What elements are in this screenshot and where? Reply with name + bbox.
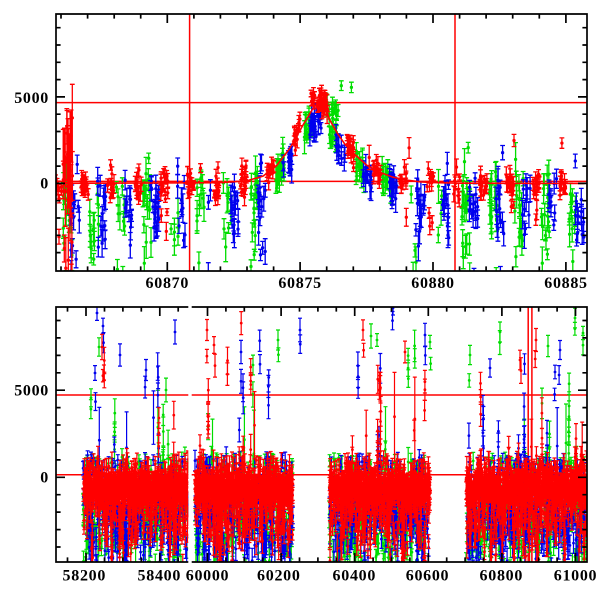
svg-text:60800: 60800 [480, 568, 524, 585]
svg-text:58200: 58200 [63, 568, 107, 585]
svg-text:5000: 5000 [14, 90, 49, 107]
svg-text:60600: 60600 [406, 568, 450, 585]
svg-text:60885: 60885 [544, 275, 588, 292]
svg-text:0: 0 [40, 470, 49, 487]
svg-text:60880: 60880 [411, 275, 455, 292]
svg-text:60200: 60200 [257, 568, 301, 585]
svg-text:60875: 60875 [278, 275, 322, 292]
svg-text:0: 0 [40, 176, 49, 193]
svg-text:60400: 60400 [333, 568, 377, 585]
svg-text:61000: 61000 [554, 568, 598, 585]
svg-text:5000: 5000 [14, 383, 49, 400]
svg-text:58400: 58400 [138, 568, 182, 585]
svg-text:60870: 60870 [146, 275, 190, 292]
svg-text:60000: 60000 [186, 568, 230, 585]
